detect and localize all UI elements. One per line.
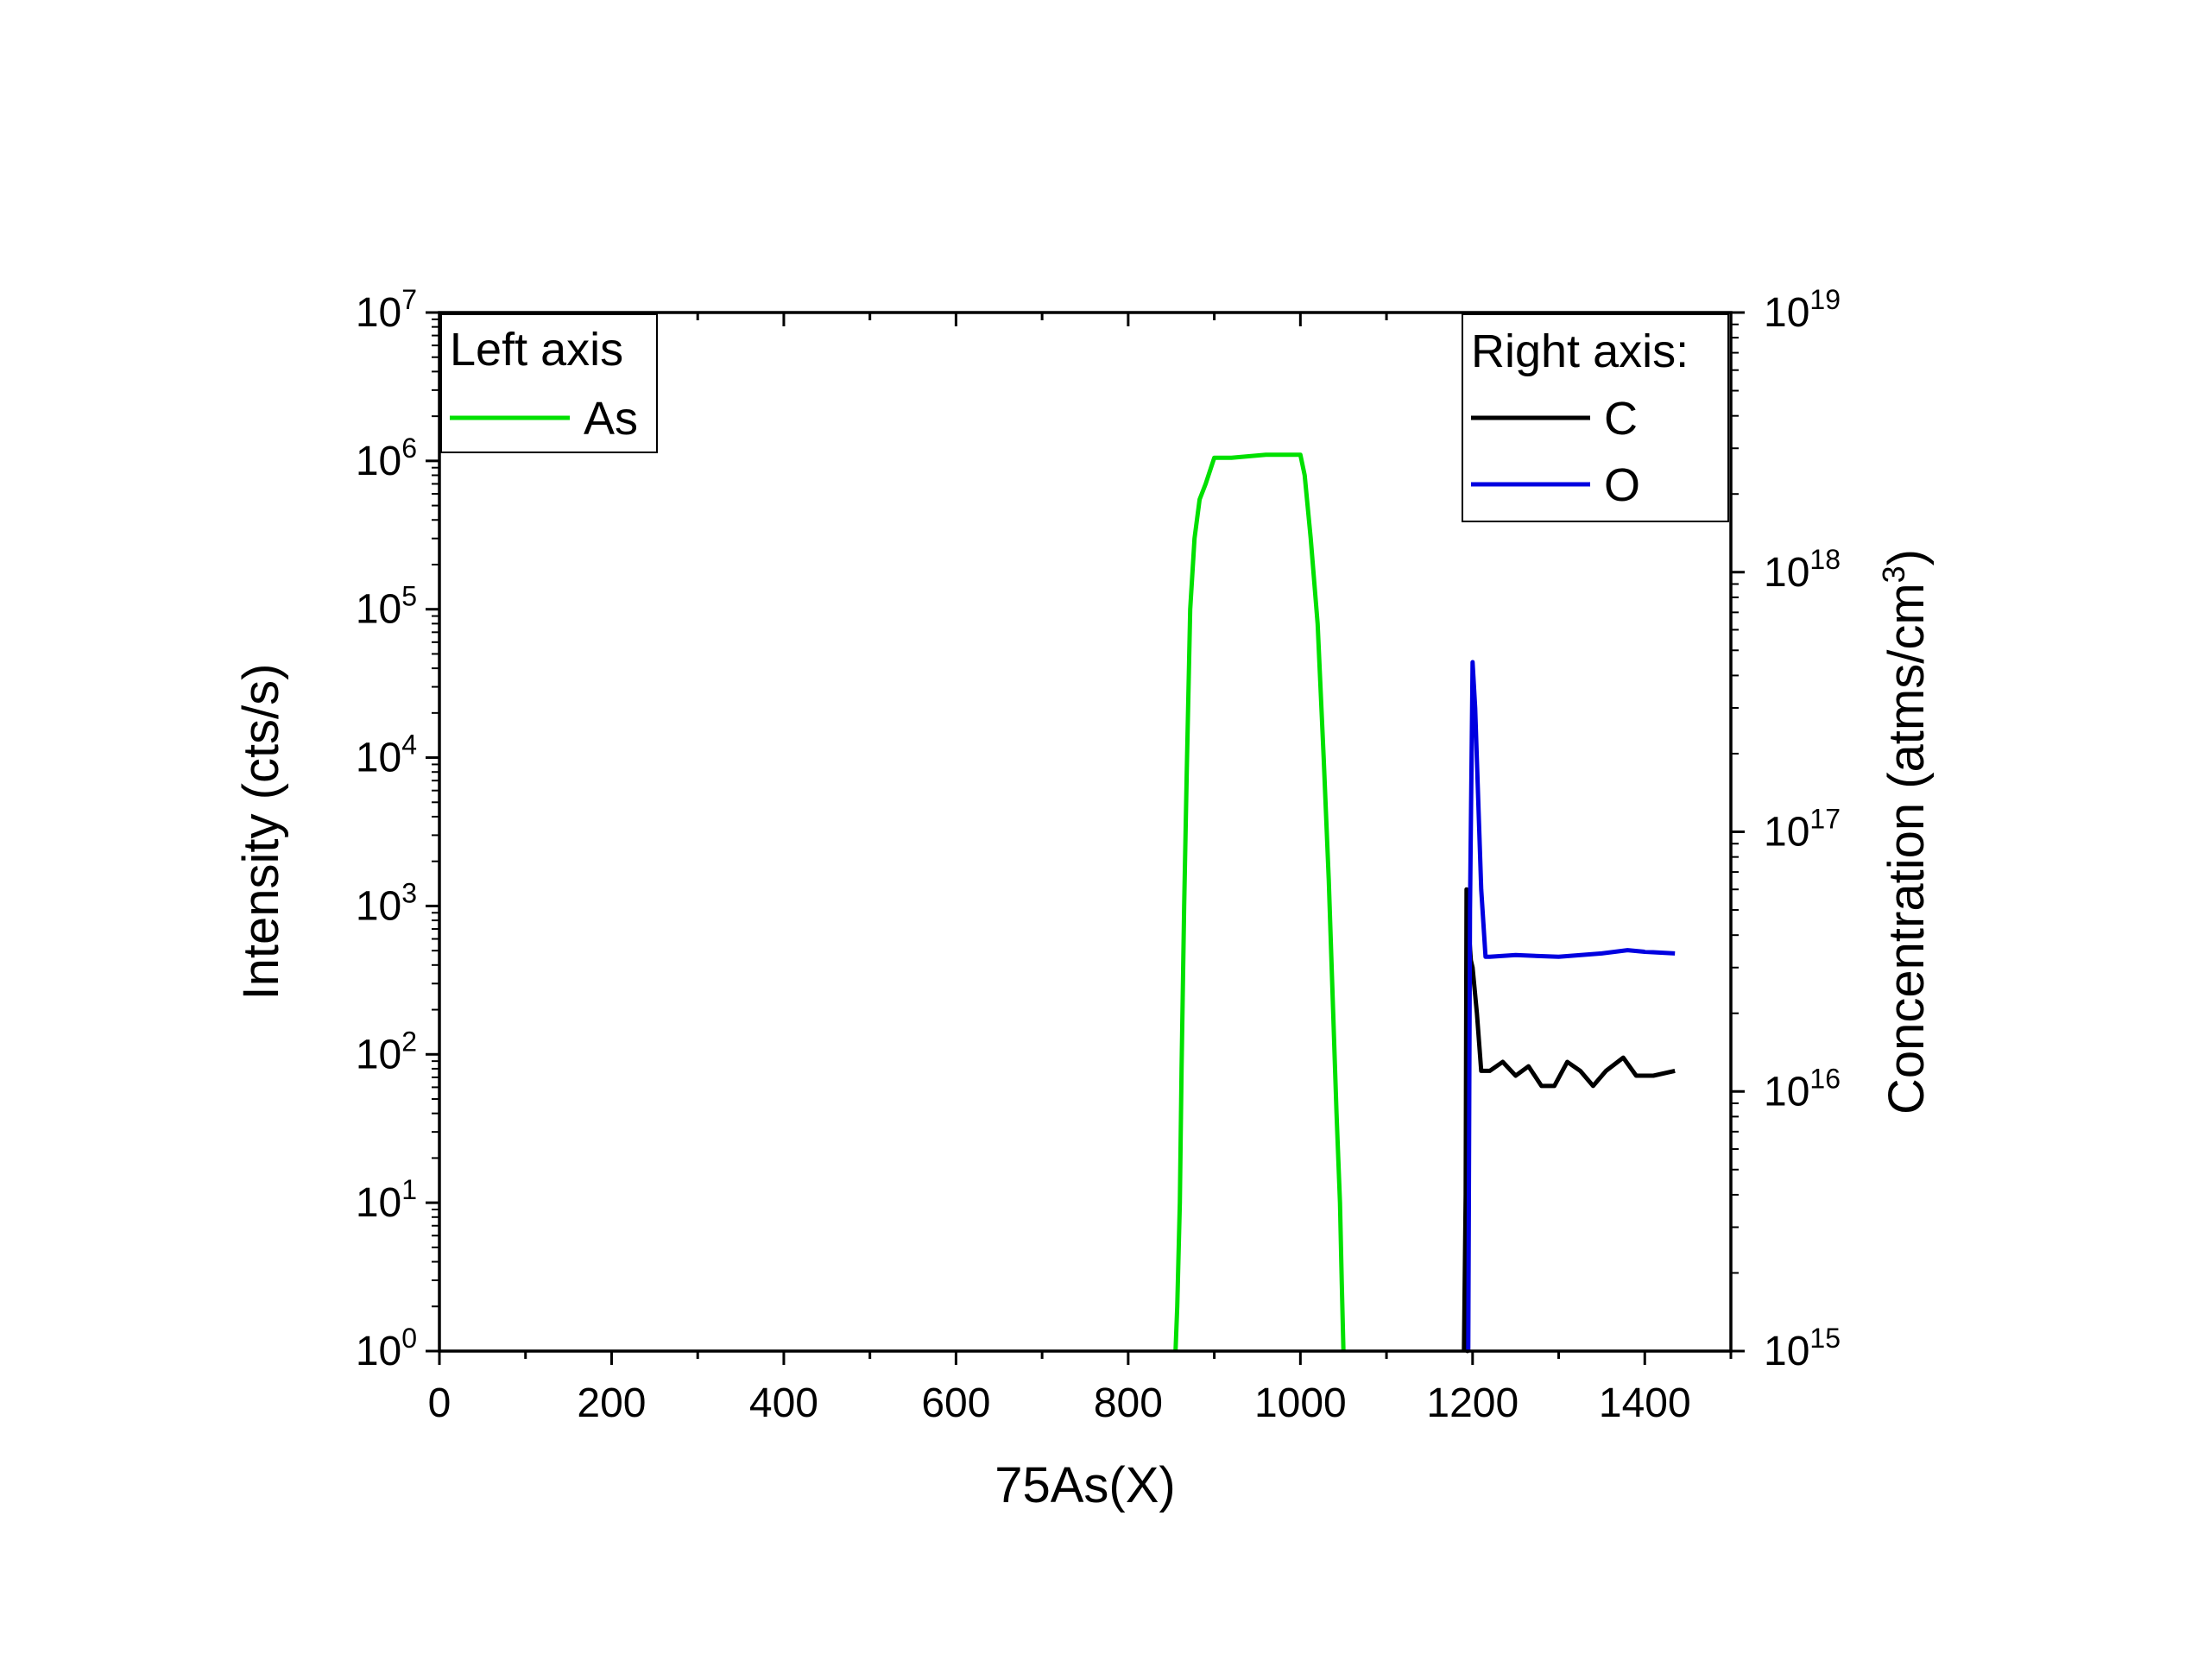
- x-axis-label: 75As(X): [994, 1457, 1176, 1513]
- legend-as-label: As: [584, 393, 638, 445]
- left-tick-label-base: 10: [356, 1329, 401, 1374]
- left-tick-label-exponent: 0: [401, 1323, 417, 1354]
- left-tick-label-base: 10: [356, 883, 401, 929]
- left-tick-label-base: 10: [356, 736, 401, 781]
- left-tick-label-exponent: 6: [401, 433, 417, 464]
- left-tick-label-base: 10: [356, 439, 401, 484]
- left-tick-label: 107: [356, 284, 417, 336]
- legend-right-title: Right axis:: [1471, 325, 1689, 377]
- right-tick-label-base: 10: [1764, 550, 1809, 596]
- series-line-c: [1462, 887, 1676, 1354]
- right-tick-label-base: 10: [1764, 810, 1809, 856]
- left-tick-label-base: 10: [356, 1180, 401, 1226]
- x-tick-label: 400: [749, 1380, 818, 1426]
- legend-c-label: C: [1604, 393, 1638, 445]
- left-tick-label-exponent: 4: [401, 729, 417, 761]
- x-axis: 0 200 400 600 800 1000 1200 1400: [428, 313, 1733, 1426]
- right-y-axis-label-main: Concentration (atms/cm: [1878, 583, 1935, 1115]
- right-tick-label-exponent: 15: [1809, 1323, 1841, 1354]
- legend-left-box: [440, 313, 658, 453]
- left-tick-label: 104: [356, 729, 417, 781]
- left-tick-label: 101: [356, 1174, 417, 1226]
- legend-o-label: O: [1604, 459, 1640, 511]
- left-y-axis-label: Intensity (cts/s): [233, 664, 289, 1001]
- series-line-as: [1173, 452, 1346, 1352]
- x-tick-label: 0: [428, 1380, 451, 1426]
- right-tick-label-exponent: 17: [1809, 804, 1841, 835]
- left-tick-label-exponent: 5: [401, 581, 417, 612]
- right-tick-label-exponent: 16: [1809, 1063, 1841, 1094]
- right-tick-label-exponent: 19: [1809, 284, 1841, 315]
- left-tick-label: 103: [356, 877, 417, 929]
- right-tick-label: 1015: [1764, 1323, 1841, 1374]
- right-tick-label: 1018: [1764, 544, 1841, 596]
- x-tick-label: 1200: [1426, 1380, 1519, 1426]
- left-tick-label-base: 10: [356, 587, 401, 633]
- x-tick-label: 800: [1094, 1380, 1163, 1426]
- left-tick-label-exponent: 7: [401, 284, 417, 315]
- right-tick-label-base: 10: [1764, 1329, 1809, 1374]
- left-tick-label: 102: [356, 1026, 417, 1077]
- right-y-axis-label: Concentration (atms/cm3): [1876, 549, 1935, 1115]
- right-tick-label-base: 10: [1764, 290, 1809, 336]
- plot-lines: [1173, 452, 1676, 1354]
- left-tick-label-exponent: 2: [401, 1026, 417, 1057]
- x-tick-label: 1000: [1254, 1380, 1347, 1426]
- left-tick-label: 106: [356, 433, 417, 484]
- right-tick-label-base: 10: [1764, 1069, 1809, 1115]
- right-tick-label-exponent: 18: [1809, 544, 1841, 575]
- left-tick-label-exponent: 3: [401, 877, 417, 908]
- left-tick-label-base: 10: [356, 1032, 401, 1077]
- right-y-axis-label-close: ): [1878, 549, 1935, 565]
- right-y-axis-label-sup: 3: [1876, 565, 1911, 583]
- right-tick-label: 1017: [1764, 804, 1841, 856]
- left-tick-label-base: 10: [356, 290, 401, 336]
- x-tick-label: 600: [921, 1380, 990, 1426]
- x-tick-label: 200: [577, 1380, 646, 1426]
- legend-left-title: Left axis: [450, 324, 623, 376]
- legend-right: Right axis: C O: [1462, 313, 1729, 522]
- legend-left: Left axis As: [440, 313, 658, 453]
- right-tick-label: 1019: [1764, 284, 1841, 336]
- left-tick-label: 100: [356, 1323, 417, 1374]
- left-tick-label: 105: [356, 581, 417, 633]
- right-tick-label: 1016: [1764, 1063, 1841, 1115]
- left-tick-label-exponent: 1: [401, 1174, 417, 1205]
- series-line-o: [1466, 660, 1676, 1352]
- x-tick-label: 1400: [1599, 1380, 1691, 1426]
